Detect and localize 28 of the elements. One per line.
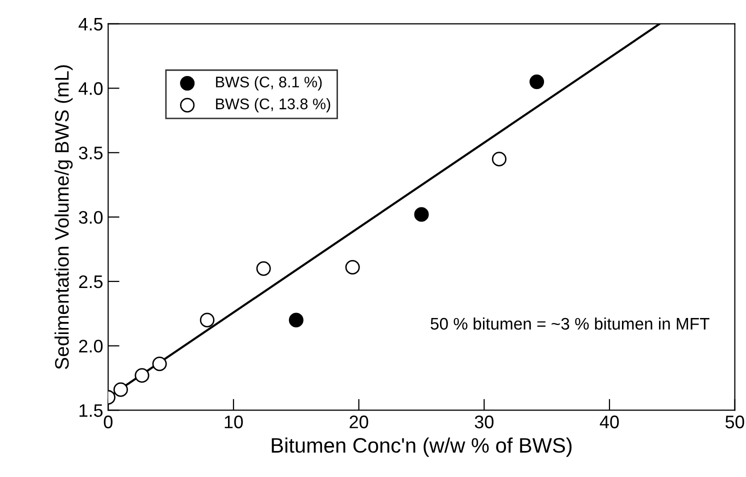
legend-label: BWS (C, 8.1 %) [216,76,322,90]
x-tick-label: 50 [725,416,744,428]
point [256,261,271,276]
y-tick-label: 3.5 [78,146,103,160]
point [288,312,304,328]
x-axis-title: Bitumen Conc'n (w/w % of BWS) [272,437,572,457]
point [152,356,167,372]
y-tick-label: 4.5 [78,18,103,31]
point [200,312,214,328]
y-tick-label: 4.0 [78,82,103,95]
point [530,74,544,90]
x-tick-label: 40 [600,416,619,428]
y-tick-label: 2.0 [79,340,103,353]
point [345,260,360,275]
point [113,382,128,397]
annotation: 50 % bitumen = ~3 % bitumen in MFT [430,317,710,330]
x-tick-label: 0 [104,416,112,428]
legend-label: BWS (C, 13.8 %) [216,98,330,112]
x-tick-label: 20 [350,416,368,428]
y-axis-title: Sedimentation Volume/g BWS (mL) [54,65,73,370]
point [492,152,506,166]
y-tick-label: 2.5 [79,275,103,288]
point [414,207,429,222]
x-tick-label: 30 [474,416,494,428]
point [134,368,150,383]
x-tick-label: 10 [224,416,243,428]
y-tick-label: 3.0 [78,210,103,224]
y-tick-label: 1.5 [80,404,103,417]
